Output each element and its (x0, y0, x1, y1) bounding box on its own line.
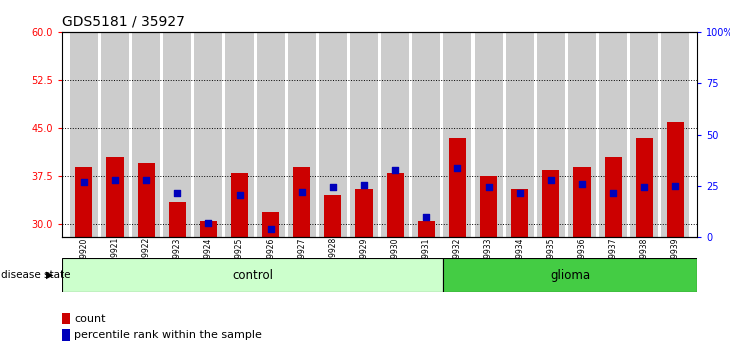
Text: control: control (232, 269, 273, 282)
Point (545, 177, 557, 183)
Bar (412, 32, 440, 237)
Bar (599, 32, 627, 237)
Bar (231, 173, 248, 237)
Bar (381, 32, 410, 237)
Point (669, 183, 681, 189)
Point (296, 189, 307, 195)
Point (234, 192, 245, 198)
Bar (356, 189, 372, 237)
Bar (418, 221, 435, 237)
Bar (573, 167, 591, 237)
Text: GDS5181 / 35927: GDS5181 / 35927 (62, 14, 185, 28)
Bar (443, 32, 472, 237)
Bar (62, 329, 70, 341)
Bar (107, 157, 123, 237)
Point (202, 220, 214, 225)
Bar (324, 195, 342, 237)
Bar (636, 138, 653, 237)
Bar (350, 32, 378, 237)
Bar (604, 157, 622, 237)
Bar (661, 32, 689, 237)
Bar (542, 170, 559, 237)
Bar (480, 176, 497, 237)
Bar (169, 202, 186, 237)
Point (639, 184, 650, 190)
Point (172, 190, 183, 196)
Bar (164, 32, 191, 237)
Point (265, 226, 277, 232)
Text: percentile rank within the sample: percentile rank within the sample (74, 330, 262, 340)
Point (576, 181, 588, 187)
Point (140, 177, 152, 183)
Bar (568, 32, 596, 237)
Bar (62, 258, 443, 292)
Point (514, 190, 526, 196)
Text: count: count (74, 314, 106, 324)
Bar (257, 32, 285, 237)
Bar (62, 313, 70, 324)
Bar (474, 32, 502, 237)
Bar (293, 167, 310, 237)
Bar (137, 164, 155, 237)
Bar (666, 122, 684, 237)
Bar (132, 32, 160, 237)
Bar (75, 167, 93, 237)
Point (78, 179, 90, 184)
Point (420, 214, 432, 219)
Bar (449, 138, 466, 237)
Bar (630, 32, 658, 237)
Bar (70, 32, 98, 237)
Bar (262, 211, 279, 237)
Bar (319, 32, 347, 237)
Bar (511, 189, 529, 237)
Bar (537, 32, 565, 237)
Bar (506, 32, 534, 237)
Point (110, 177, 121, 183)
Bar (226, 32, 253, 237)
Text: disease state: disease state (1, 270, 70, 280)
Point (327, 184, 339, 190)
Point (607, 190, 619, 196)
Point (358, 182, 370, 188)
Bar (194, 32, 223, 237)
Bar (101, 32, 129, 237)
Point (483, 184, 494, 190)
Text: glioma: glioma (550, 269, 590, 282)
Text: ▶: ▶ (46, 270, 53, 280)
Point (452, 166, 464, 171)
Bar (200, 221, 217, 237)
Point (389, 167, 401, 173)
Bar (443, 258, 697, 292)
Bar (288, 32, 316, 237)
Bar (387, 173, 404, 237)
